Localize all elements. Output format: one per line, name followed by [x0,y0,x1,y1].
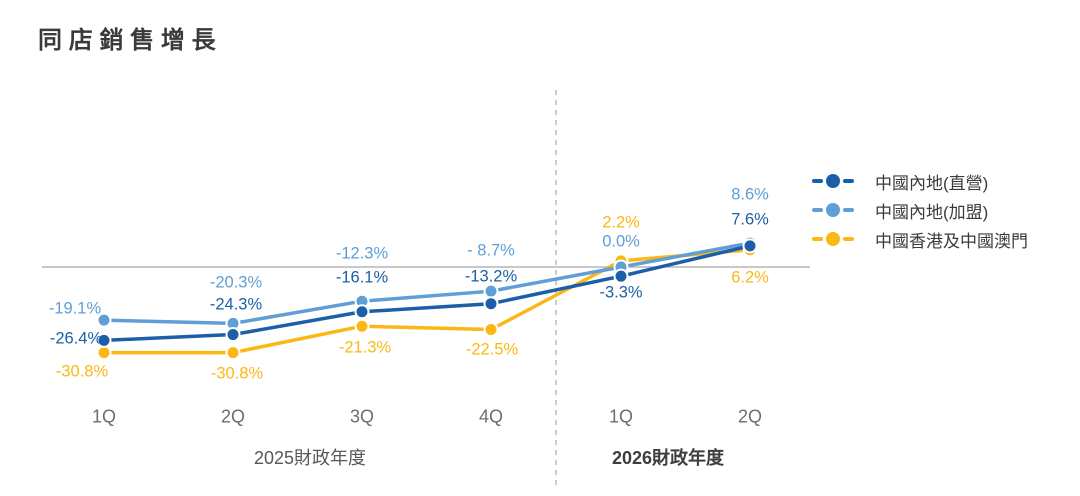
data-label: -19.1% [48,299,102,318]
data-label: 8.6% [731,185,769,204]
legend-item-2: 中國香港及中國澳門 [812,228,1028,251]
legend-marker-dash [843,237,854,241]
data-point [483,283,499,299]
legend-item-0: 中國內地(直營) [812,170,1028,193]
data-label: -24.3% [209,295,263,314]
legend-marker-dash [843,179,854,183]
legend-item-1: 中國內地(加盟) [812,199,1028,222]
data-point [96,312,112,328]
fiscal-year-label: 2026財政年度 [611,448,725,468]
data-point [613,268,629,284]
data-label: -13.2% [464,267,518,286]
data-label: -26.4% [49,329,103,348]
data-label: -12.3% [335,244,389,263]
data-point [354,318,370,334]
data-point [225,327,241,343]
x-axis-tick-label: 1Q [91,406,117,427]
legend-marker-dash [812,208,823,212]
data-label: -20.3% [209,273,263,292]
data-point [742,238,758,254]
legend-marker-dot [826,203,840,217]
series-line-1 [102,241,752,326]
legend-marker-dash [843,208,854,212]
legend-label: 中國內地(加盟) [875,202,989,222]
legend-marker-dash [812,237,823,241]
x-axis-tick-label: 1Q [608,406,634,427]
legend-line-dot-icon [812,174,858,188]
legend-marker-dash [812,179,823,183]
fiscal-year-label: 2025財政年度 [253,448,367,468]
data-point [354,304,370,320]
data-point [483,296,499,312]
legend: 中國內地(直營) 中國內地(加盟) 中國香港及中國澳門 [812,170,1028,251]
legend-marker-dot [826,174,840,188]
x-axis-tick-label: 3Q [349,406,375,427]
data-label: -3.3% [599,283,643,302]
data-point [483,322,499,338]
series-line-2 [102,248,752,355]
data-label: -30.8% [210,364,264,383]
data-label: -16.1% [335,268,389,287]
legend-label: 中國香港及中國澳門 [875,231,1028,251]
data-label: 2.2% [602,213,640,232]
data-label: -22.5% [465,340,519,359]
x-axis-tick-label: 2Q [220,406,246,427]
data-label: -30.8% [55,362,109,381]
data-label: 6.2% [731,268,769,287]
series-line-0 [102,244,752,343]
legend-line-dot-icon [812,232,858,246]
x-axis-tick-label: 2Q [737,406,763,427]
data-label: - 8.7% [467,241,515,260]
legend-marker-dot [826,232,840,246]
data-label: -21.3% [338,338,392,357]
chart-title: 同店銷售增長 [38,27,223,54]
data-label: 7.6% [731,210,769,229]
data-label: 0.0% [602,232,640,251]
data-point [96,332,112,348]
data-point [225,345,241,361]
legend-label: 中國內地(直營) [875,173,989,193]
x-axis-tick-label: 4Q [478,406,504,427]
legend-line-dot-icon [812,203,858,217]
